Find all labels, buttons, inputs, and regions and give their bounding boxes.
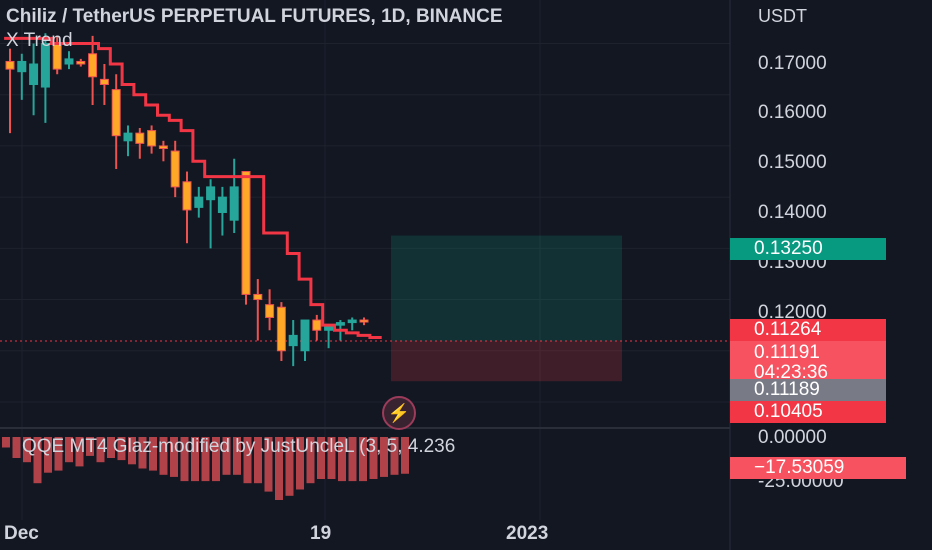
- time-tick: 19: [310, 523, 332, 544]
- oscillator-bar: [222, 437, 231, 475]
- candle-body: [158, 145, 168, 149]
- oscillator-bar: [359, 437, 367, 482]
- candle-body: [241, 171, 251, 295]
- oscillator-bar: [317, 437, 325, 479]
- oscillator-bar: [149, 437, 157, 471]
- oscillator-bar: [296, 437, 304, 490]
- candle-body: [182, 181, 192, 211]
- xtrend-line: [4, 36, 382, 339]
- oscillator-bar: [86, 437, 94, 456]
- time-tick: Dec: [4, 523, 39, 544]
- oscillator-bar: [117, 437, 126, 461]
- oscillator-bar: [107, 437, 115, 458]
- oscillator-bar: [44, 437, 52, 473]
- lightning-icon[interactable]: ⚡: [382, 396, 416, 430]
- candle-body: [253, 293, 263, 301]
- oscillator-bar: [138, 437, 147, 469]
- oscillator-bar: [338, 437, 346, 482]
- xtrend-price-badge: 0.11264: [730, 319, 886, 341]
- oscillator-bar: [390, 437, 399, 475]
- oscillator-bar: [264, 437, 273, 492]
- target-price-badge: 0.13250: [730, 238, 886, 260]
- oscillator-bar: [170, 437, 178, 477]
- oscillator-bar: [275, 437, 283, 500]
- candle-body: [312, 319, 322, 331]
- candle-body: [40, 43, 50, 88]
- chart-title: Chiliz / TetherUS PERPETUAL FUTURES, 1D,…: [6, 6, 503, 27]
- oscillator-bar: [380, 437, 388, 477]
- oscillator-bar: [75, 437, 84, 467]
- last-price-badge: 0.11191 04:23:36: [730, 341, 886, 385]
- stop-price-badge: 0.10405: [730, 401, 886, 423]
- candle-body: [147, 130, 157, 147]
- oscillator-bar: [54, 437, 63, 471]
- price-tick: 0.17000: [758, 53, 827, 74]
- candle-body: [300, 319, 310, 352]
- candle-body: [229, 186, 239, 221]
- candle-body: [194, 196, 204, 208]
- oscillator-bar: [65, 437, 73, 463]
- candle-body: [76, 60, 86, 65]
- oscillator-bar: [254, 437, 262, 484]
- last-price-value: 0.11191: [754, 342, 820, 363]
- candle-body: [123, 132, 133, 142]
- candle-body: [217, 196, 227, 213]
- oscillator-bar: [233, 437, 241, 475]
- price-tick: 0.16000: [758, 102, 827, 123]
- oscillator-bar: [201, 437, 210, 482]
- oscillator-bar: [12, 437, 21, 458]
- oscillator-bar: [285, 437, 294, 496]
- oscillator-bar: [159, 437, 168, 475]
- candle-body: [359, 319, 369, 323]
- oscillator-bar: [96, 437, 105, 463]
- entry-price-badge: 0.11189: [730, 379, 886, 401]
- oscillator-bar: [128, 437, 136, 465]
- oscillator-bar: [2, 437, 10, 448]
- qqe-indicator-label[interactable]: QQE MT4 Glaz-modified by JustUncleL (3, …: [22, 436, 456, 457]
- price-tick: 0.12000: [758, 302, 827, 323]
- candle-body: [347, 319, 357, 324]
- oscillator-bar: [401, 437, 409, 474]
- oscillator-bar: [243, 437, 252, 484]
- candle-body: [17, 60, 27, 73]
- oscillator-bar: [327, 437, 336, 479]
- axis-currency-label: USDT: [758, 6, 807, 26]
- time-tick: 2023: [506, 523, 549, 544]
- candle-body: [170, 150, 180, 188]
- candle-body: [29, 63, 39, 85]
- oscillator-bar: [180, 437, 189, 482]
- oscillator-bar: [191, 437, 199, 482]
- oscillator-bar: [33, 437, 42, 484]
- price-tick: 0.15000: [758, 152, 827, 173]
- candle-body: [99, 78, 109, 85]
- oscillator-tick: 0.00000: [758, 427, 827, 448]
- candle-body: [206, 186, 216, 201]
- candle-body: [265, 304, 275, 318]
- oscillator-bar: [306, 437, 315, 484]
- candle-body: [288, 334, 298, 347]
- oscillator-bar: [23, 437, 31, 463]
- oscillator-bar: [212, 437, 220, 482]
- candle-body: [64, 58, 74, 65]
- xtrend-indicator-label[interactable]: X Trend: [6, 30, 73, 51]
- candle-body: [135, 132, 145, 144]
- bar-countdown: 04:23:36: [754, 362, 828, 383]
- target-zone: [391, 235, 622, 342]
- candle-body: [88, 53, 98, 78]
- candle-body: [335, 322, 345, 326]
- candle-body: [111, 89, 121, 137]
- stop-zone: [391, 341, 622, 382]
- oscillator-bar: [348, 437, 357, 482]
- candle-body: [276, 306, 286, 352]
- price-tick: 0.14000: [758, 202, 827, 223]
- oscillator-value-badge: −17.53059: [730, 457, 906, 479]
- candle-body: [5, 60, 15, 70]
- oscillator-bar: [369, 437, 378, 479]
